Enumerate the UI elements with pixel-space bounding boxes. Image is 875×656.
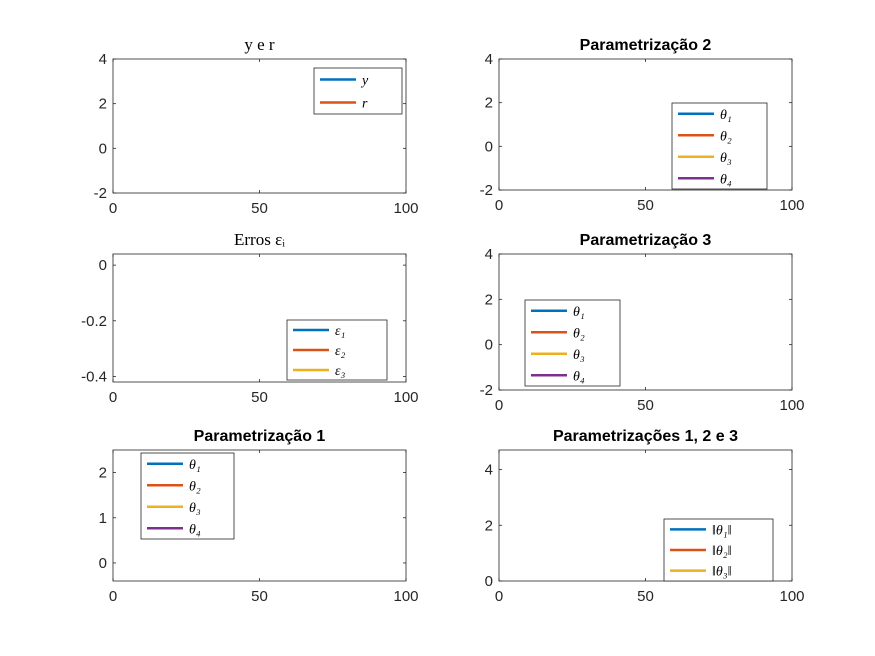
x-tick-label: 0 bbox=[109, 588, 117, 605]
y-tick-label: 0 bbox=[485, 337, 493, 354]
y-tick-label: 0 bbox=[99, 555, 107, 572]
legend-label: ε₂ bbox=[335, 344, 346, 359]
chart-title: Parametrização 2 bbox=[580, 37, 712, 54]
x-tick-label: 0 bbox=[109, 389, 117, 406]
y-tick-label: 2 bbox=[99, 465, 107, 482]
x-tick-label: 50 bbox=[251, 200, 268, 217]
x-tick-label: 100 bbox=[393, 200, 418, 217]
y-tick-label: -2 bbox=[480, 182, 493, 199]
legend-label: θ₂ bbox=[720, 129, 732, 144]
legend-label: θ₄ bbox=[720, 172, 732, 187]
chart-title: Parametrizações 1, 2 e 3 bbox=[553, 428, 738, 445]
legend-label: θ₃ bbox=[720, 151, 732, 166]
legend-label: θ₂ bbox=[189, 479, 201, 494]
legend-box bbox=[140, 452, 235, 540]
legend-label: θ₃ bbox=[189, 501, 201, 516]
legend: yr bbox=[313, 67, 403, 115]
legend-label: r bbox=[362, 97, 368, 112]
x-tick-label: 100 bbox=[779, 588, 804, 605]
y-tick-label: 1 bbox=[99, 510, 107, 527]
x-tick-label: 50 bbox=[251, 389, 268, 406]
legend: ε₁ ε₂ ε₃ bbox=[286, 319, 388, 381]
legend-label: ‖θ₁‖ bbox=[712, 523, 732, 538]
legend: θ₁ θ₂ θ₃ θ₄ bbox=[524, 299, 621, 387]
x-tick-label: 50 bbox=[637, 197, 654, 214]
x-tick-label: 50 bbox=[637, 588, 654, 605]
x-tick-label: 50 bbox=[637, 397, 654, 414]
legend-box bbox=[524, 299, 621, 387]
chart-title: y e r bbox=[244, 35, 275, 54]
legend-label: θ₁ bbox=[573, 305, 585, 320]
legend-label: ‖θ₂‖ bbox=[712, 544, 732, 559]
legend-label: θ₂ bbox=[573, 326, 585, 341]
legend-label: ε₁ bbox=[335, 324, 345, 339]
legend-label: y bbox=[360, 74, 369, 89]
chart-title: Erros εᵢ bbox=[234, 230, 285, 249]
x-tick-label: 100 bbox=[393, 588, 418, 605]
y-tick-label: 0 bbox=[99, 140, 107, 157]
x-tick-label: 0 bbox=[495, 588, 503, 605]
legend-box bbox=[313, 67, 403, 115]
legend-label: θ₄ bbox=[189, 522, 201, 537]
y-tick-label: 0 bbox=[99, 257, 107, 274]
y-tick-label: -2 bbox=[480, 382, 493, 399]
chart-erros: 0 50 100 -0.4 -0.2 0 Erros εᵢ ε₁ ε₂ ε₃ bbox=[81, 230, 418, 406]
legend-label: θ₁ bbox=[720, 108, 732, 123]
legend-label: ε₃ bbox=[335, 364, 346, 379]
x-tick-label: 0 bbox=[495, 397, 503, 414]
chart-p123: 0 50 100 0 2 4 Parametrizações 1, 2 e 3 ‖θ₁‖ ‖θ₂… bbox=[485, 428, 805, 605]
legend-label: ‖θ₃‖ bbox=[712, 565, 732, 580]
y-tick-label: 2 bbox=[99, 96, 107, 113]
chart-title: Parametrização 3 bbox=[580, 232, 712, 249]
x-tick-label: 0 bbox=[495, 197, 503, 214]
legend-box bbox=[671, 102, 768, 190]
y-tick-label: 0 bbox=[485, 138, 493, 155]
x-tick-label: 100 bbox=[393, 389, 418, 406]
legend-label: θ₁ bbox=[189, 458, 201, 473]
y-tick-label: -0.2 bbox=[81, 313, 107, 330]
x-tick-label: 100 bbox=[779, 197, 804, 214]
x-tick-label: 50 bbox=[251, 588, 268, 605]
chart-p1: 0 50 100 0 1 2 Parametrização 1 θ₁ θ₂ θ₃ θ₄ bbox=[99, 428, 419, 605]
y-tick-label: 2 bbox=[485, 517, 493, 534]
x-tick-label: 0 bbox=[109, 200, 117, 217]
y-tick-label: 2 bbox=[485, 95, 493, 112]
y-tick-label: 0 bbox=[485, 573, 493, 590]
y-tick-label: 4 bbox=[99, 51, 107, 68]
legend-label: θ₃ bbox=[573, 348, 585, 363]
y-tick-label: 4 bbox=[485, 246, 493, 263]
y-tick-label: 4 bbox=[485, 462, 493, 479]
legend: θ₁ θ₂ θ₃ θ₄ bbox=[671, 102, 768, 190]
legend: θ₁ θ₂ θ₃ θ₄ bbox=[140, 452, 235, 540]
y-tick-label: -0.4 bbox=[81, 368, 107, 385]
chart-title: Parametrização 1 bbox=[194, 428, 326, 445]
legend: ‖θ₁‖ ‖θ₂‖ ‖θ₃‖ bbox=[663, 518, 774, 582]
legend-label: θ₄ bbox=[573, 369, 585, 384]
y-tick-label: 4 bbox=[485, 51, 493, 68]
y-tick-label: 2 bbox=[485, 291, 493, 308]
x-tick-label: 100 bbox=[779, 397, 804, 414]
y-tick-label: -2 bbox=[94, 185, 107, 202]
